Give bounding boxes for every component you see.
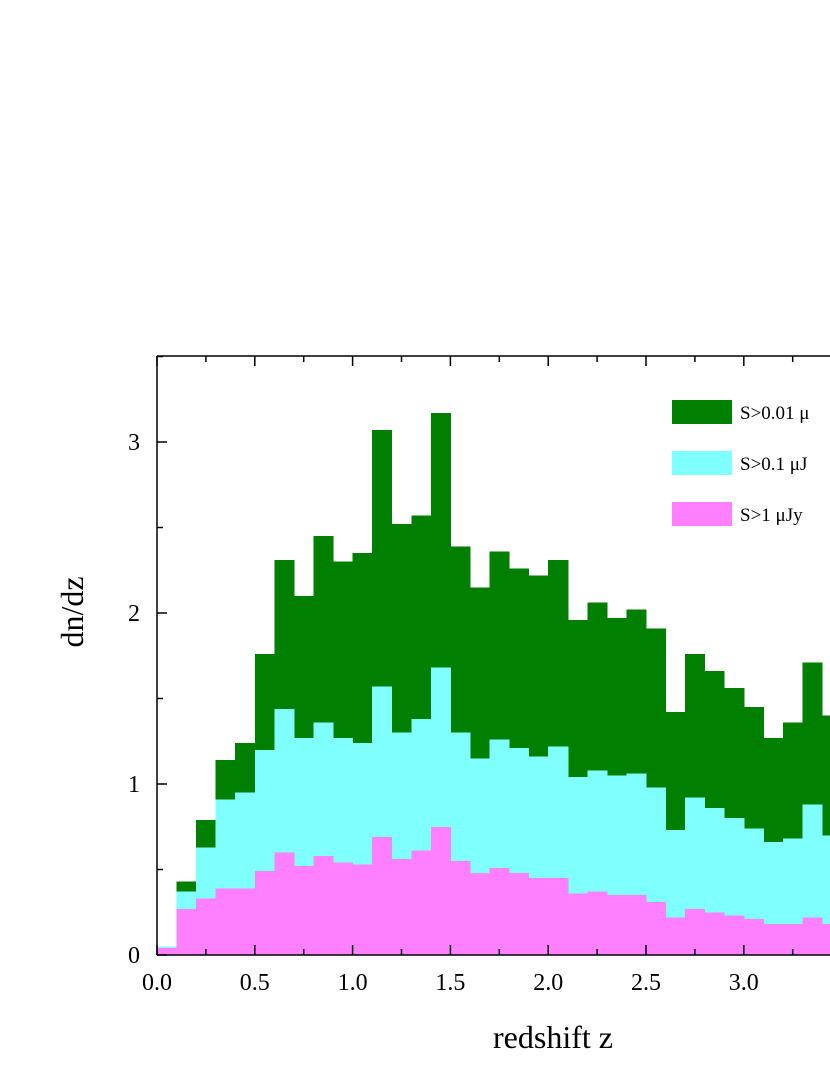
bar: [626, 895, 647, 955]
legend: S>0.01 μ S>0.1 μJ S>1 μJy: [672, 400, 809, 526]
legend-item-0: S>0.01 μ: [672, 400, 809, 424]
x-axis-title: redshift z: [493, 1019, 613, 1055]
bar: [567, 893, 588, 955]
legend-item-1: S>0.1 μJ: [672, 451, 807, 475]
x-tick-label: 2.0: [533, 970, 563, 996]
bar: [822, 924, 830, 955]
bar: [665, 917, 686, 955]
x-tick-label: 3.0: [729, 970, 759, 996]
bar: [469, 872, 491, 955]
y-tick-label: 3: [128, 430, 140, 456]
bar: [606, 895, 627, 955]
bar: [763, 924, 784, 955]
bar: [489, 867, 510, 955]
y-tick-label: 0: [128, 943, 140, 969]
y-tick-label: 1: [128, 772, 140, 798]
bar: [822, 835, 830, 955]
bar: [411, 850, 432, 955]
legend-swatch: [672, 400, 732, 424]
bar: [215, 888, 236, 955]
bar: [548, 878, 569, 955]
legend-label: S>0.1 μJ: [740, 454, 807, 475]
x-tick-label: 0.5: [240, 970, 270, 996]
bar: [235, 888, 256, 955]
bar: [802, 917, 823, 955]
bar: [157, 948, 178, 955]
legend-label: S>1 μJy: [740, 505, 803, 526]
y-tick-label: 2: [128, 601, 140, 627]
histogram-bars: [157, 412, 830, 955]
bar: [196, 898, 217, 955]
axes: 0.00.51.01.52.02.53.030123: [128, 355, 830, 996]
bar: [313, 855, 334, 955]
x-tick-label: 2.5: [631, 970, 661, 996]
bar: [450, 860, 471, 955]
legend-swatch: [672, 451, 732, 475]
legend-label: S>0.01 μ: [740, 403, 809, 424]
bar: [704, 912, 725, 955]
bar: [254, 871, 275, 955]
bar: [724, 915, 745, 955]
x-tick-label: 0.0: [142, 970, 172, 996]
bar: [176, 908, 197, 955]
bar: [430, 826, 451, 955]
bar: [587, 891, 608, 955]
legend-swatch: [672, 502, 732, 526]
bar: [528, 878, 549, 955]
x-tick-label: 1.0: [338, 970, 368, 996]
bar: [333, 862, 354, 955]
bar: [391, 859, 412, 955]
bar: [685, 908, 706, 955]
bar: [293, 866, 314, 955]
bar: [782, 924, 803, 955]
bar: [274, 852, 295, 955]
x-tick-label: 1.5: [435, 970, 465, 996]
bar: [372, 837, 393, 955]
bar: [646, 901, 667, 955]
y-axis-title: dn/dz: [54, 576, 90, 647]
bar: [743, 919, 764, 955]
bar: [352, 864, 373, 955]
bar: [509, 872, 530, 955]
series-2: [157, 826, 830, 955]
legend-item-2: S>1 μJy: [672, 502, 803, 526]
